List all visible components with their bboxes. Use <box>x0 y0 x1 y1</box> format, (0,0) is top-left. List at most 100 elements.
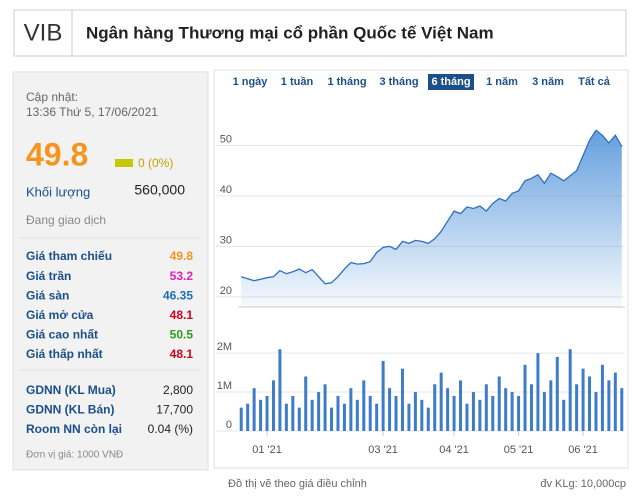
volume-bar <box>317 392 321 431</box>
volume-bar <box>439 372 443 431</box>
volume-bar <box>523 364 527 431</box>
tab[interactable]: 3 tháng <box>379 76 418 88</box>
x-tick-label: 01 '21 <box>252 444 282 456</box>
status: Đang giao dịch <box>26 213 106 227</box>
volume-bar <box>330 407 334 431</box>
volume-bar <box>568 349 572 431</box>
row-label: Giá trần <box>26 269 71 283</box>
volume-bar <box>284 403 288 431</box>
volume-bar <box>381 360 385 431</box>
foreign-label: GDNN (KL Bán) <box>26 403 114 417</box>
x-tick-label: 03 '21 <box>368 444 398 456</box>
tab-active-bg <box>428 74 474 90</box>
volume-bar <box>465 403 469 431</box>
volume-bar <box>259 399 263 431</box>
volume-bar <box>278 349 282 431</box>
volume-bar <box>368 395 372 431</box>
volume-bar <box>297 407 301 431</box>
volume-label: Khối lượng <box>26 184 90 199</box>
y-tick-label: 50 <box>220 133 232 145</box>
foreign-value: 0.04 (%) <box>148 422 193 436</box>
volume-unit-note: đv KLg: 10,000cp <box>540 478 626 490</box>
adjusted-note: Đồ thị vẽ theo giá điều chỉnh <box>228 478 367 490</box>
tab[interactable]: 1 tháng <box>327 76 366 88</box>
row-label: Giá sàn <box>26 288 69 302</box>
row-value: 48.1 <box>170 347 194 361</box>
volume-bar <box>471 392 475 431</box>
volume-bar <box>265 395 269 431</box>
x-tick-label: 06 '21 <box>568 444 598 456</box>
row-label: Giá cao nhất <box>26 328 98 342</box>
volume-bar <box>394 395 398 431</box>
row-value: 46.35 <box>163 288 193 302</box>
volume-bar <box>517 395 521 431</box>
volume-bar <box>478 399 482 431</box>
volume-bar <box>349 388 353 431</box>
volume-bar <box>426 407 430 431</box>
volume-bar <box>271 380 275 431</box>
volume-bar <box>246 403 250 431</box>
volume-bar <box>594 392 598 431</box>
volume-bar <box>413 392 417 431</box>
foreign-value: 17,700 <box>156 403 193 417</box>
volume-bar <box>491 395 495 431</box>
volume-bar <box>600 364 604 431</box>
volume-bar <box>388 388 392 431</box>
info-panel <box>12 71 209 471</box>
volume-bar <box>581 368 585 431</box>
row-label: Giá mở cửa <box>26 308 94 322</box>
volume-bar <box>400 368 404 431</box>
tab[interactable]: Tất cả <box>578 76 611 88</box>
symbol: VIB <box>24 19 63 46</box>
volume-bar <box>291 395 295 431</box>
tab[interactable]: 1 ngày <box>233 76 269 88</box>
volume-bar <box>529 384 533 431</box>
row-value: 49.8 <box>170 249 194 263</box>
volume-bar <box>542 392 546 431</box>
volume-bar <box>362 380 366 431</box>
volume-bar <box>504 388 508 431</box>
row-value: 53.2 <box>170 269 194 283</box>
x-tick-label: 04 '21 <box>439 444 469 456</box>
tab[interactable]: 1 tuần <box>281 76 314 88</box>
volume-bar <box>562 399 566 431</box>
volume-bar <box>252 388 256 431</box>
row-value: 48.1 <box>170 308 194 322</box>
volume-bar <box>575 384 579 431</box>
tab[interactable]: 6 tháng <box>431 76 470 88</box>
foreign-label: Room NN còn lại <box>26 422 122 436</box>
y-tick-label: 40 <box>220 184 232 196</box>
volume-bar <box>323 384 327 431</box>
y-tick-label: 20 <box>220 285 232 297</box>
unit-note: Đơn vị giá: 1000 VNĐ <box>26 450 123 461</box>
volume-bar <box>336 395 340 431</box>
y-tick-label: 30 <box>220 234 232 246</box>
row-value: 50.5 <box>170 328 194 342</box>
y-tick-label: 2M <box>217 341 232 353</box>
volume-bar <box>549 380 553 431</box>
volume-bar <box>452 395 456 431</box>
volume-bar <box>239 407 243 431</box>
row-label: Giá thấp nhất <box>26 347 103 361</box>
change-icon <box>115 159 133 167</box>
updated-label: Cập nhật: <box>26 90 78 104</box>
volume-bar <box>355 399 359 431</box>
header-box <box>13 9 627 57</box>
tab[interactable]: 1 năm <box>486 76 518 88</box>
volume-bar <box>310 399 314 431</box>
volume-bar <box>459 380 463 431</box>
x-tick-label: 05 '21 <box>504 444 534 456</box>
price: 49.8 <box>26 136 88 172</box>
tab[interactable]: 3 năm <box>532 76 564 88</box>
volume-bar <box>446 388 450 431</box>
volume: 560,000 <box>134 182 185 198</box>
volume-bar <box>304 376 308 431</box>
volume-bar <box>607 380 611 431</box>
foreign-value: 2,800 <box>163 383 193 397</box>
change: 0 (0%) <box>138 156 173 170</box>
volume-bar <box>620 388 624 431</box>
y-tick-label: 0 <box>226 419 232 431</box>
y-tick-label: 1M <box>217 380 232 392</box>
